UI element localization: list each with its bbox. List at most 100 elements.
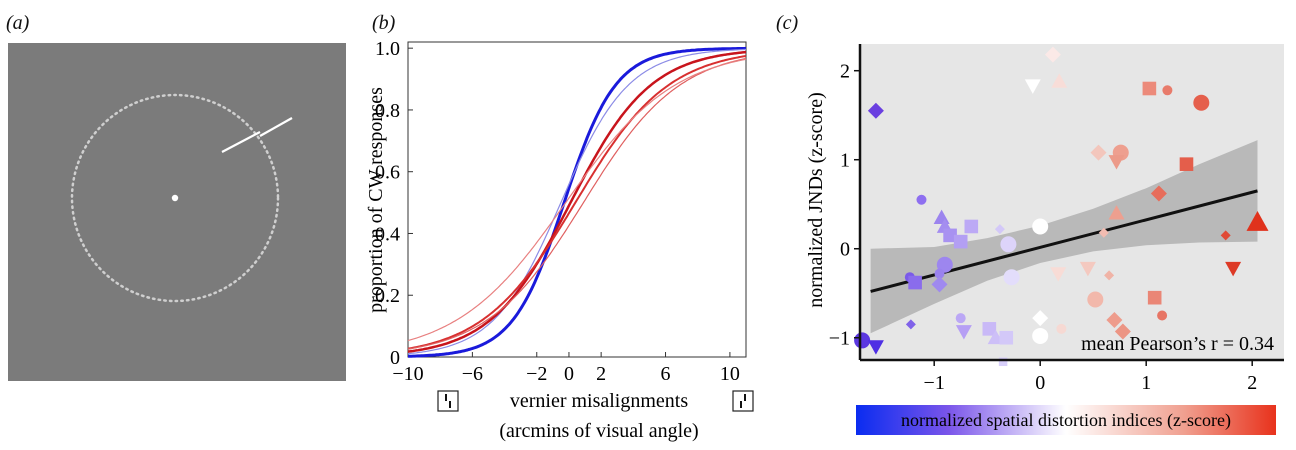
colorbar bbox=[856, 405, 1276, 435]
point-triangle-down bbox=[1079, 261, 1096, 277]
point-square bbox=[999, 330, 1014, 345]
x-tick-label: −10 bbox=[392, 363, 423, 385]
point-square bbox=[964, 219, 979, 234]
x-axis-label-line2: (arcmins of visual angle) bbox=[499, 420, 698, 442]
point-circle bbox=[1193, 94, 1210, 111]
point-circle bbox=[1032, 327, 1049, 344]
point-square bbox=[1147, 290, 1162, 305]
point-square bbox=[1142, 81, 1157, 96]
point-triangle-down bbox=[867, 340, 884, 355]
point-diamond bbox=[1220, 230, 1231, 241]
point-diamond bbox=[1090, 144, 1107, 161]
point-square bbox=[982, 322, 997, 336]
psychometric-curve bbox=[407, 58, 747, 342]
x-tick-label: −6 bbox=[462, 363, 483, 385]
y-tick-label-c: 2 bbox=[840, 61, 850, 83]
y-axis-b: 0 0.2 0.4 0.6 0.8 1.0 bbox=[375, 38, 413, 369]
y-tick-label-c: 1 bbox=[840, 150, 850, 172]
point-diamond bbox=[905, 319, 916, 330]
point-square bbox=[908, 275, 922, 290]
x-tick-label: 10 bbox=[720, 363, 740, 385]
panel-label-b: (b) bbox=[372, 12, 396, 34]
y-tick-label: 0.4 bbox=[375, 223, 400, 245]
y-tick-label: 0.6 bbox=[375, 162, 400, 184]
x-tick-label: 0 bbox=[564, 363, 574, 385]
point-circle bbox=[936, 256, 953, 273]
point-circle bbox=[1003, 269, 1020, 286]
psychometric-curve bbox=[407, 48, 746, 355]
point-diamond bbox=[994, 224, 1005, 235]
point-circle bbox=[854, 332, 871, 349]
stimulus-background bbox=[8, 43, 346, 381]
y-axis-label: proportion of CW responses bbox=[365, 87, 387, 313]
panel-label-a: (a) bbox=[6, 12, 30, 34]
point-diamond bbox=[1114, 323, 1131, 340]
psychometric-curve bbox=[407, 46, 747, 358]
x-tick-label-c: −1 bbox=[924, 372, 945, 394]
y-axis-label-c: normalized JNDs (z-score) bbox=[805, 92, 827, 307]
point-diamond bbox=[1032, 310, 1049, 327]
point-circle bbox=[1087, 291, 1104, 308]
x-tick-label: 2 bbox=[596, 363, 606, 385]
vernier-icon-left bbox=[437, 390, 459, 412]
y-tick-label-c: −1 bbox=[829, 328, 850, 350]
y-tick-label: 0.8 bbox=[375, 100, 400, 122]
y-tick-label-c: 0 bbox=[840, 239, 850, 261]
point-circle bbox=[955, 313, 966, 324]
point-circle bbox=[1056, 323, 1067, 334]
point-diamond bbox=[1150, 185, 1167, 202]
point-triangle bbox=[1051, 73, 1068, 88]
pearson-annotation: mean Pearson’s r = 0.34 bbox=[1081, 333, 1274, 355]
fixation-dot bbox=[171, 194, 179, 202]
point-triangle-down bbox=[1050, 267, 1067, 282]
point-triangle bbox=[1246, 211, 1269, 231]
point-circle bbox=[916, 194, 927, 205]
x-axis-b: −10 −6 −2 0 2 6 10 bbox=[392, 352, 740, 385]
y-axis-c: −1 0 1 2 bbox=[829, 61, 860, 350]
x-tick-label: 6 bbox=[661, 363, 671, 385]
psychometric-curves bbox=[407, 46, 747, 358]
x-tick-label-c: 0 bbox=[1035, 372, 1045, 394]
x-tick-label-c: 2 bbox=[1247, 372, 1257, 394]
dotted-circle-ring bbox=[70, 93, 280, 303]
point-triangle-down bbox=[1108, 155, 1125, 170]
point-circle bbox=[1000, 236, 1017, 253]
panel-label-c: (c) bbox=[776, 12, 799, 34]
point-triangle-down bbox=[1024, 79, 1041, 94]
colorbar-label: normalized spatial distortion indices (z… bbox=[901, 410, 1231, 431]
point-circle bbox=[934, 268, 945, 279]
psychometric-curve bbox=[407, 55, 747, 350]
x-tick-label: −2 bbox=[526, 363, 547, 385]
psychometric-chart: 00.20.40.60.81.0 −10 −6 −2 0 2 6 10 proportion… bbox=[365, 38, 754, 442]
vernier-icon-right bbox=[732, 390, 754, 412]
point-diamond bbox=[1106, 311, 1123, 328]
point-square bbox=[943, 228, 957, 243]
point-circle bbox=[1157, 310, 1168, 321]
x-axis-label-line1: vernier misalignments bbox=[510, 390, 689, 412]
x-axis-c: −1 0 1 2 bbox=[924, 360, 1257, 394]
point-triangle-down bbox=[1225, 261, 1242, 277]
vernier-segment-outer bbox=[259, 117, 293, 137]
psychometric-curve bbox=[407, 57, 747, 350]
point-diamond bbox=[1104, 270, 1115, 281]
vernier-segment-inner bbox=[221, 131, 261, 153]
y-tick-label: 0.2 bbox=[375, 285, 400, 307]
stimulus-display bbox=[8, 43, 346, 381]
point-square bbox=[953, 234, 968, 249]
scatter-chart: −1 0 1 2 −1 0 1 2 normalized JNDs (z-score) me… bbox=[805, 44, 1284, 435]
scatter-points bbox=[854, 46, 1269, 367]
point-diamond bbox=[867, 102, 884, 119]
point-diamond bbox=[931, 276, 948, 293]
point-circle bbox=[1162, 85, 1173, 96]
point-triangle-down bbox=[955, 325, 972, 340]
point-circle bbox=[1032, 218, 1049, 235]
point-triangle bbox=[1108, 205, 1125, 220]
x-tick-label-c: 1 bbox=[1141, 372, 1151, 394]
point-diamond bbox=[1044, 46, 1061, 63]
point-square bbox=[998, 357, 1008, 367]
point-diamond bbox=[1098, 227, 1109, 238]
y-tick-label: 1.0 bbox=[375, 38, 400, 60]
psychometric-curve bbox=[407, 50, 747, 353]
plot-area-b: 00.20.40.60.81.0 −10 −6 −2 0 2 6 10 bbox=[375, 38, 747, 385]
y-tick-label: 0 bbox=[390, 347, 400, 369]
